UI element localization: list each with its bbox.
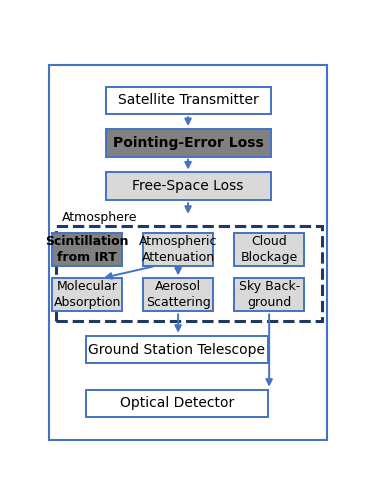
Bar bbox=[106, 129, 270, 156]
Text: Atmospheric
Attenuation: Atmospheric Attenuation bbox=[139, 235, 217, 264]
Bar bbox=[143, 233, 213, 266]
Bar bbox=[56, 226, 322, 321]
Bar bbox=[52, 233, 122, 266]
Text: Free-Space Loss: Free-Space Loss bbox=[132, 180, 244, 194]
Bar bbox=[106, 172, 270, 200]
Bar bbox=[52, 278, 122, 311]
Bar bbox=[86, 390, 268, 417]
Text: Atmosphere: Atmosphere bbox=[62, 212, 138, 224]
Bar bbox=[86, 336, 268, 363]
Bar bbox=[234, 233, 304, 266]
Text: Ground Station Telescope: Ground Station Telescope bbox=[88, 342, 265, 356]
Bar bbox=[234, 278, 304, 311]
Text: Aerosol
Scattering: Aerosol Scattering bbox=[146, 280, 211, 310]
Text: Sky Back-
ground: Sky Back- ground bbox=[239, 280, 300, 310]
Text: Scintillation
from IRT: Scintillation from IRT bbox=[46, 235, 129, 264]
Text: Pointing-Error Loss: Pointing-Error Loss bbox=[113, 136, 264, 150]
Text: Satellite Transmitter: Satellite Transmitter bbox=[118, 94, 258, 108]
Bar bbox=[106, 86, 270, 115]
Text: Optical Detector: Optical Detector bbox=[120, 396, 234, 410]
Text: Cloud
Blockage: Cloud Blockage bbox=[240, 235, 298, 264]
Text: Molecular
Absorption: Molecular Absorption bbox=[54, 280, 121, 310]
Bar bbox=[143, 278, 213, 311]
